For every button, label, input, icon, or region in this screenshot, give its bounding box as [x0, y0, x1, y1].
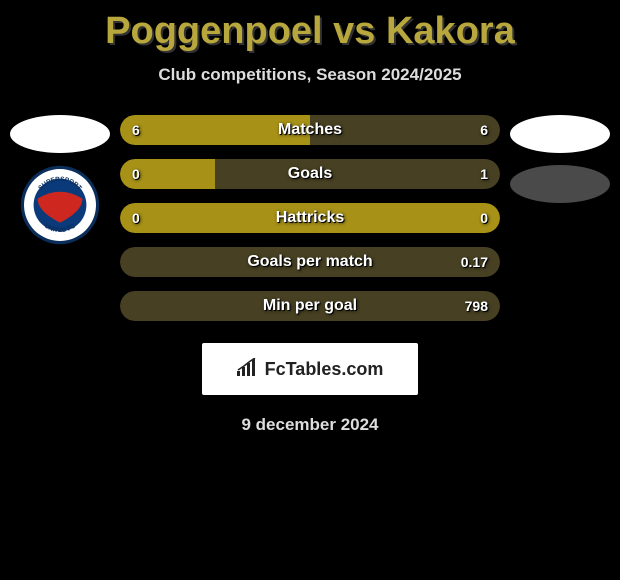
right-flag-2: [510, 165, 610, 203]
stat-bars: Matches66 Goals01 Hattricks00 Goals per mat…: [120, 115, 500, 321]
stat-bar-row: Matches66: [120, 115, 500, 145]
right-flag-1: [510, 115, 610, 153]
date-text: 9 december 2024: [0, 415, 620, 435]
left-club-logo: SUPERSPORT UNITED FC: [20, 165, 100, 245]
stat-bar-left: [120, 159, 215, 189]
stat-bar-row: Min per goal798: [120, 291, 500, 321]
page-title: Poggenpoel vs Kakora: [0, 0, 620, 53]
subtitle: Club competitions, Season 2024/2025: [0, 65, 620, 85]
stat-bar-left: [120, 115, 310, 145]
stat-bar-row: Hattricks00: [120, 203, 500, 233]
stat-bar-right: [120, 247, 500, 277]
signal-icon: [237, 358, 259, 381]
left-flag-1: [10, 115, 110, 153]
stat-bar-right: [215, 159, 500, 189]
stat-bar-left: [120, 203, 500, 233]
right-player-side: [500, 115, 620, 215]
stat-bar-row: Goals01: [120, 159, 500, 189]
watermark-text: FcTables.com: [265, 359, 384, 380]
comparison-content: SUPERSPORT UNITED FC Matches66 Goals01 Hat…: [0, 115, 620, 435]
club-logo-svg: SUPERSPORT UNITED FC: [20, 165, 100, 245]
stat-bar-right: [120, 291, 500, 321]
stat-bar-row: Goals per match0.17: [120, 247, 500, 277]
stat-bar-right: [310, 115, 500, 145]
left-player-side: SUPERSPORT UNITED FC: [0, 115, 120, 245]
watermark: FcTables.com: [202, 343, 418, 395]
